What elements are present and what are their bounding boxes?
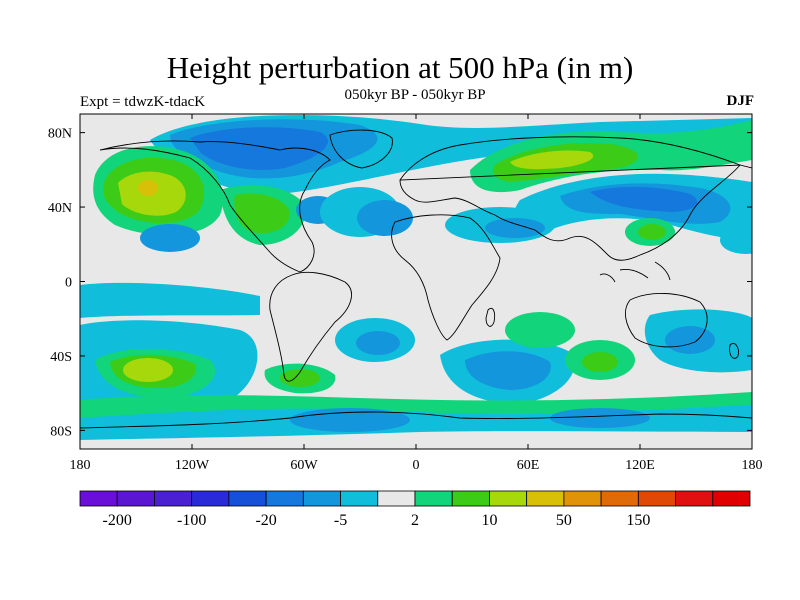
coast-eurasia xyxy=(399,136,752,261)
colorbar-label: -100 xyxy=(177,512,206,529)
contour-atl-neg3 xyxy=(357,200,413,236)
colorbar-swatch xyxy=(154,490,193,507)
colorbar-swatch xyxy=(116,490,155,507)
contour-antarc-neg xyxy=(290,408,410,432)
lon-tick-label: 0 xyxy=(413,458,420,473)
lat-tick-label: 0 xyxy=(65,276,72,291)
plot-title: Height perturbation at 500 hPa (in m) xyxy=(166,50,634,85)
lat-tick-label: 40N xyxy=(48,201,72,216)
colorbar-swatch xyxy=(228,490,267,507)
season-label: DJF xyxy=(726,93,755,109)
colorbar-label: 50 xyxy=(556,512,572,529)
colorbar-swatch xyxy=(340,490,379,507)
contour-eurasia-yellow xyxy=(510,150,594,170)
coast-south-america xyxy=(269,271,352,382)
colorbar-swatch xyxy=(637,490,676,507)
coast-greenland xyxy=(329,129,393,169)
coastlines xyxy=(80,129,752,429)
colorbar-swatch xyxy=(563,490,602,507)
coast-australia xyxy=(624,292,708,348)
colorbar-swatch xyxy=(451,490,490,507)
contour-tasman-neg2 xyxy=(665,326,715,354)
contour-spac-yellow xyxy=(123,358,173,382)
colorbar-swatch xyxy=(489,490,528,507)
contour-spac-north xyxy=(80,282,260,318)
latitude-axis: 80N 40N 0 40S 80S xyxy=(48,127,752,439)
colorbar-swatch xyxy=(79,490,118,507)
lat-tick-label: 80S xyxy=(50,424,72,439)
colorbar-label: 150 xyxy=(626,512,650,529)
contour-samer-lime xyxy=(280,369,320,387)
contour-antarc-neg2 xyxy=(550,408,650,428)
contour-npac-neg xyxy=(140,224,200,252)
contour-satl-neg2 xyxy=(356,331,400,355)
lon-tick-label: 60W xyxy=(290,458,318,473)
lon-tick-label: 180 xyxy=(742,458,763,473)
colorbar-swatch xyxy=(600,490,639,507)
contour-easia-pos2 xyxy=(638,224,666,240)
colorbar-swatch xyxy=(302,490,341,507)
colorbar-label: -20 xyxy=(255,512,276,529)
contour-mideast-neg2 xyxy=(485,218,545,238)
lon-tick-label: 60E xyxy=(517,458,540,473)
longitude-axis: 180 120W 60W 0 60E 120E 180 xyxy=(70,114,763,473)
coast-maritime xyxy=(599,261,671,283)
contour-field xyxy=(80,114,752,449)
colorbar-swatch xyxy=(265,490,304,507)
colorbar-label: 2 xyxy=(411,512,419,529)
contour-canada-dark xyxy=(190,127,328,170)
colorbar-label: 10 xyxy=(481,512,497,529)
lon-tick-label: 120W xyxy=(175,458,210,473)
plot-subtitle: 050kyr BP - 050kyr BP xyxy=(344,87,486,103)
experiment-label: Expt = tdwzK-tdacK xyxy=(80,94,206,110)
contour-wpac-neg xyxy=(720,226,752,254)
colorbar-swatch xyxy=(675,490,714,507)
coast-africa xyxy=(391,214,501,341)
colorbar-swatch xyxy=(414,490,453,507)
coast-antarctica xyxy=(80,411,752,429)
lat-tick-label: 40S xyxy=(50,350,72,365)
colorbar-label: -200 xyxy=(103,512,132,529)
lat-tick-label: 80N xyxy=(48,127,72,142)
colorbar: -200 -100 -20 -5 2 10 50 150 xyxy=(79,490,751,529)
lon-tick-label: 180 xyxy=(70,458,91,473)
contour-saus-lime xyxy=(582,352,618,372)
coast-north-america xyxy=(99,140,331,273)
contour-sind-neg2 xyxy=(465,351,551,390)
lon-tick-label: 120E xyxy=(625,458,655,473)
coast-madagascar xyxy=(485,307,496,327)
colorbar-swatch xyxy=(526,490,565,507)
coast-new-zealand xyxy=(729,343,739,359)
colorbar-label: -5 xyxy=(334,512,347,529)
colorbar-swatch xyxy=(191,490,230,507)
colorbar-swatch xyxy=(712,490,751,507)
contour-us-lime xyxy=(234,193,290,234)
contour-asia-dark xyxy=(590,186,698,212)
contour-npacific-max xyxy=(138,180,158,196)
contour-safr-green xyxy=(505,312,575,348)
colorbar-swatch xyxy=(377,490,416,507)
